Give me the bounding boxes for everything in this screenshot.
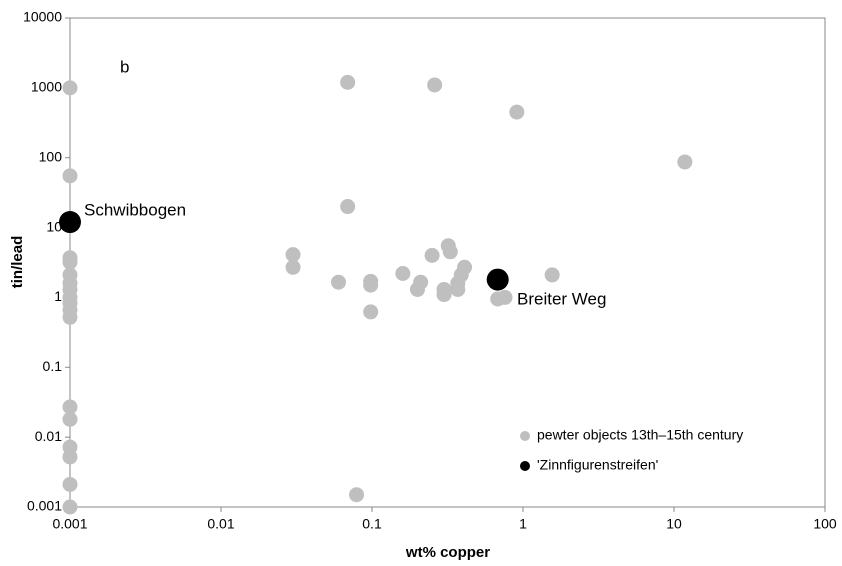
point: [424, 247, 440, 263]
point: [62, 80, 78, 96]
y-tick-label: 100: [39, 148, 63, 164]
legend-label: pewter objects 13th–15th century: [537, 427, 743, 443]
y-tick-label: 10000: [23, 9, 62, 25]
point: [413, 274, 429, 290]
legend-marker: [520, 431, 530, 441]
point: [62, 499, 78, 515]
x-tick-label: 10: [666, 516, 682, 532]
y-tick-label: 0.001: [27, 498, 62, 514]
point: [62, 399, 78, 415]
legend-label: 'Zinnfigurenstreifen': [537, 457, 658, 473]
point: [427, 77, 443, 93]
y-tick-label: 1: [54, 288, 62, 304]
y-tick-label: 1000: [31, 79, 62, 95]
legend-marker: [520, 461, 530, 471]
point: [340, 199, 356, 215]
point: [62, 254, 78, 270]
y-tick-label: 0.1: [43, 358, 63, 374]
x-tick-label: 0.1: [362, 516, 382, 532]
point: [509, 104, 525, 120]
point: [349, 487, 365, 503]
point: [285, 259, 301, 275]
point: [497, 289, 513, 305]
point: [363, 277, 379, 293]
point: [59, 211, 81, 234]
annotation: Schwibbogen: [84, 200, 186, 219]
point: [486, 268, 509, 291]
x-tick-label: 0.01: [207, 516, 234, 532]
point: [331, 274, 347, 290]
point: [62, 168, 78, 184]
point: [62, 476, 78, 492]
point: [395, 266, 411, 282]
point: [62, 411, 78, 427]
point: [285, 247, 301, 263]
point: [544, 267, 560, 283]
annotation: Breiter Weg: [517, 289, 606, 308]
point: [436, 287, 452, 303]
y-tick-label: 10: [46, 218, 62, 234]
point: [450, 281, 466, 297]
x-tick-label: 1: [519, 516, 527, 532]
y-axis-title: tin/lead: [9, 236, 26, 289]
point: [62, 309, 78, 325]
point: [677, 154, 693, 170]
panel-label: b: [120, 57, 129, 76]
x-axis-title: wt% copper: [405, 544, 490, 561]
point: [457, 259, 473, 275]
x-tick-label: 100: [813, 516, 837, 532]
point: [62, 449, 78, 465]
x-tick-label: 0.001: [52, 516, 87, 532]
point: [442, 244, 458, 260]
point: [363, 304, 379, 320]
point: [340, 74, 356, 90]
y-tick-label: 0.01: [35, 428, 62, 444]
